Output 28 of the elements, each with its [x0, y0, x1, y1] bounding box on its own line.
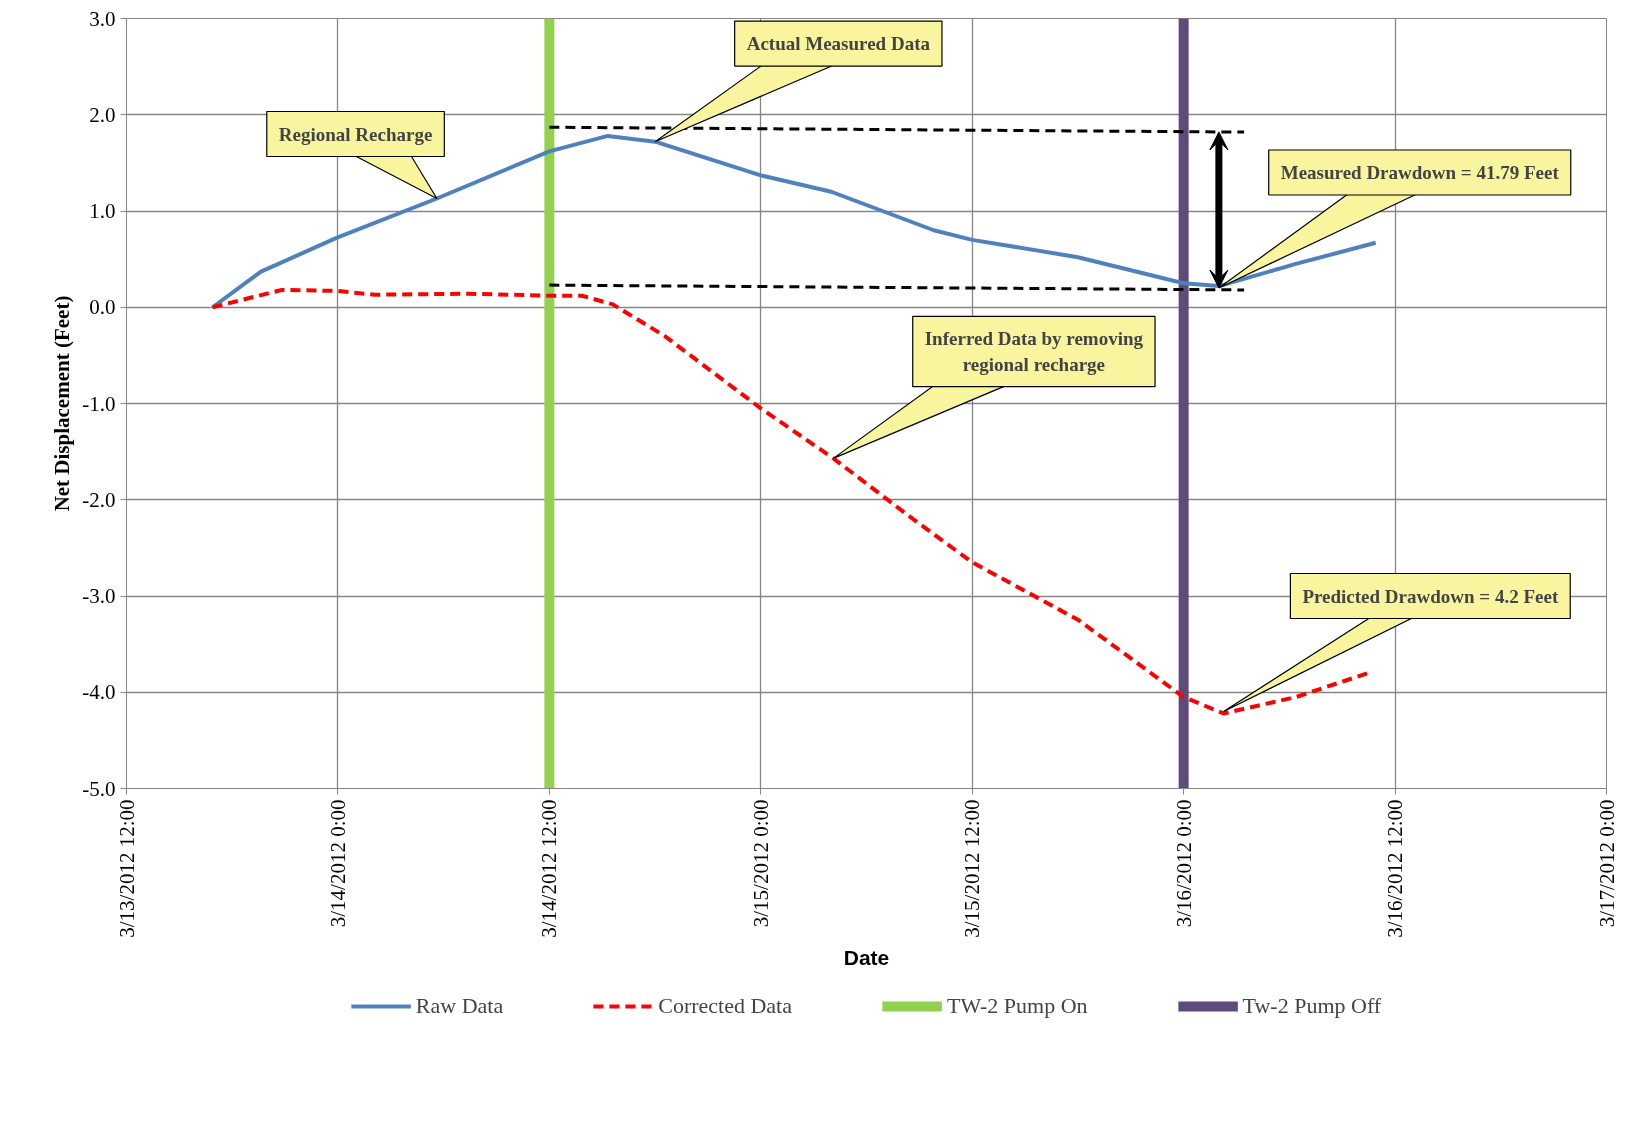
legend-label: TW-2 Pump On: [946, 993, 1088, 1019]
x-axis-title: Date: [843, 945, 890, 969]
x-tick-label: 3/16/2012 12:00: [1383, 799, 1408, 938]
y-tick-label: -4.0: [82, 680, 116, 705]
y-tick-label: 2.0: [89, 102, 116, 127]
y-tick-label: -3.0: [82, 584, 116, 608]
y-tick-label: -5.0: [82, 776, 116, 801]
x-tick-label: 3/14/2012 0:00: [325, 799, 350, 928]
legend-label: Tw-2 Pump Off: [1242, 993, 1382, 1019]
y-tick-label: 1.0: [89, 199, 116, 223]
x-tick-label: 3/15/2012 0:00: [748, 799, 773, 928]
legend-label: Raw Data: [415, 993, 504, 1019]
y-tick-label: 0.0: [89, 295, 116, 320]
x-tick-label: 3/14/2012 12:00: [537, 799, 562, 938]
annotation: Predicted Drawdown = 4.2 Feet: [1302, 585, 1559, 607]
annotation: Measured Drawdown = 41.79 Feet: [1280, 162, 1560, 183]
x-tick-label: 3/17/2012 0:00: [1594, 799, 1619, 928]
y-tick-label: -1.0: [82, 391, 116, 416]
x-tick-label: 3/13/2012 12:00: [114, 799, 139, 938]
x-tick-label: 3/15/2012 12:00: [960, 799, 985, 938]
y-tick-label: 3.0: [89, 6, 116, 31]
legend-label: Corrected Data: [658, 993, 792, 1019]
annotation: Actual Measured Data: [746, 33, 931, 55]
y-tick-label: -2.0: [82, 487, 116, 512]
annotation: Inferred Data by removing regional recharge: [924, 328, 1144, 375]
y-axis-title: Net Displacement (Feet): [50, 295, 75, 512]
x-tick-label: 3/16/2012 0:00: [1171, 799, 1196, 928]
annotation: Regional Recharge: [278, 123, 433, 145]
